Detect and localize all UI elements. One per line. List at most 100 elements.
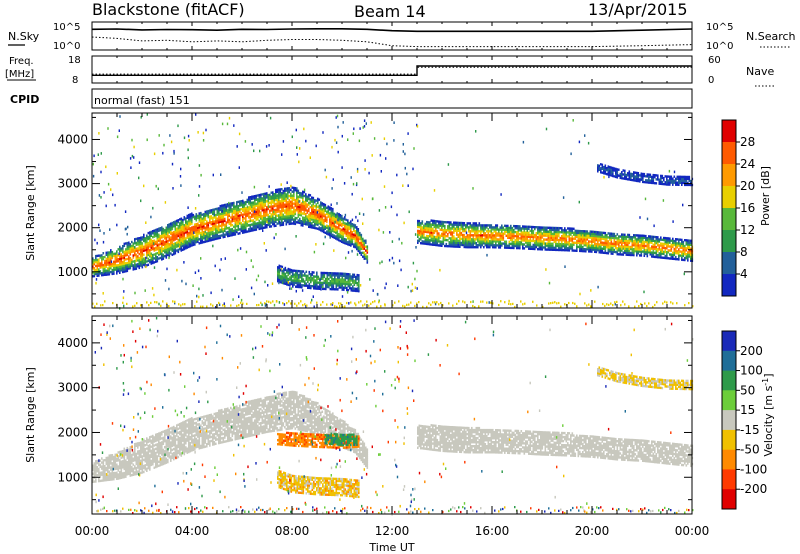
power-band1-cell	[442, 232, 445, 236]
power-band0-cell	[221, 228, 223, 231]
power-band0-cell	[167, 251, 169, 255]
power-band0-cell	[185, 239, 187, 242]
power-band0-cell	[296, 217, 298, 220]
power-band0-cell	[362, 247, 364, 250]
power-band1-cell	[579, 229, 581, 233]
power-band1-cell	[447, 221, 449, 224]
power-band1-cell	[459, 227, 461, 231]
power-band0-cell	[327, 233, 330, 236]
power-band0-cell	[113, 268, 115, 271]
power-band3-cell	[624, 175, 626, 178]
power-band0-cell	[269, 209, 271, 212]
power-band0-cell	[144, 260, 147, 264]
power-band0-cell	[101, 262, 103, 265]
power-band1-cell	[579, 243, 581, 247]
power-band3-cell	[649, 181, 652, 184]
nave-line	[92, 66, 692, 75]
power-band0-cell	[347, 227, 349, 230]
power-band3-cell	[688, 183, 691, 187]
power-band0-cell	[159, 240, 162, 244]
power-band0-cell	[290, 216, 292, 219]
power-band1-cell	[592, 234, 595, 237]
power-band1-cell	[544, 234, 547, 237]
power-band0-cell	[146, 260, 148, 263]
power-band1-cell	[688, 253, 691, 256]
power-band0-cell	[311, 208, 313, 211]
power-band0-cell	[119, 257, 121, 261]
power-band1-cell	[522, 231, 524, 234]
power-band1-cell	[579, 235, 581, 239]
power-band0-cell	[206, 210, 208, 213]
power-band0-cell	[192, 237, 195, 241]
power-band1-cell	[436, 238, 439, 241]
power-band0-cell	[212, 218, 214, 222]
power-band1-cell	[586, 238, 589, 241]
power-band1-cell	[690, 243, 692, 246]
power-band1-cell	[576, 243, 578, 246]
power-band0-cell	[240, 204, 243, 207]
power-band0-cell	[147, 237, 150, 241]
power-band0-cell	[189, 239, 192, 242]
power-band0-cell	[339, 214, 342, 217]
power-band0-cell	[255, 198, 258, 201]
power-band1-cell	[642, 240, 644, 243]
power-band0-cell	[216, 237, 219, 240]
power-band0-cell	[216, 207, 219, 210]
power-band1-cell	[585, 250, 587, 253]
power-band0-cell	[162, 257, 165, 260]
power-band1-cell	[450, 241, 452, 244]
power-band3-cell	[607, 167, 610, 170]
power-band0-cell	[258, 207, 261, 211]
power-band0-cell	[317, 205, 319, 208]
power-band1-cell	[588, 244, 590, 247]
power-band0-cell	[192, 229, 195, 233]
power-band1-cell	[577, 241, 580, 245]
power-band1-cell	[574, 235, 577, 238]
power-band0-cell	[150, 230, 153, 234]
power-band1-cell	[432, 233, 434, 236]
power-band1-cell	[465, 245, 467, 249]
power-band1-cell	[499, 240, 502, 243]
power-band0-cell	[246, 220, 249, 223]
power-band0-cell	[93, 261, 96, 264]
power-band3-cell	[664, 175, 667, 178]
power-band0-cell	[348, 221, 351, 225]
power-band1-cell	[685, 247, 688, 250]
power-band1-cell	[435, 222, 437, 225]
power-band1-cell	[582, 245, 584, 249]
power-band1-cell	[444, 234, 446, 238]
power-band0-cell	[206, 240, 208, 243]
power-band2-cell	[328, 272, 330, 275]
power-band0-cell	[296, 191, 298, 194]
power-band1-cell	[462, 241, 464, 245]
power-band0-cell	[255, 212, 258, 215]
power-band2-cell	[296, 279, 299, 283]
power-band1-cell	[624, 249, 626, 252]
power-band0-cell	[258, 219, 261, 223]
power-band0-cell	[228, 220, 231, 224]
power-band0-cell	[215, 237, 217, 241]
power-band0-cell	[233, 225, 235, 228]
power-band0-cell	[101, 256, 103, 259]
power-band0-cell	[195, 236, 198, 240]
power-band0-cell	[204, 232, 207, 235]
power-band0-cell	[110, 267, 112, 270]
power-band0-cell	[177, 238, 180, 242]
nave-label: Nave	[746, 65, 774, 78]
power-band0-cell	[188, 223, 190, 227]
power-band1-cell	[438, 232, 440, 235]
power-band3-cell	[654, 174, 656, 177]
power-band0-cell	[156, 256, 159, 259]
power-band0-cell	[293, 214, 295, 217]
power-band1-cell	[525, 231, 527, 234]
power-band1-cell	[661, 246, 664, 249]
power-band1-cell	[571, 241, 574, 244]
power-band0-cell	[243, 225, 246, 228]
power-band1-cell	[535, 226, 538, 229]
power-band1-cell	[538, 226, 541, 229]
power-band1-cell	[564, 247, 566, 250]
power-band1-cell	[477, 234, 479, 237]
power-band0-cell	[267, 221, 270, 225]
power-band1-cell	[568, 233, 571, 236]
power-band1-cell	[688, 255, 691, 258]
